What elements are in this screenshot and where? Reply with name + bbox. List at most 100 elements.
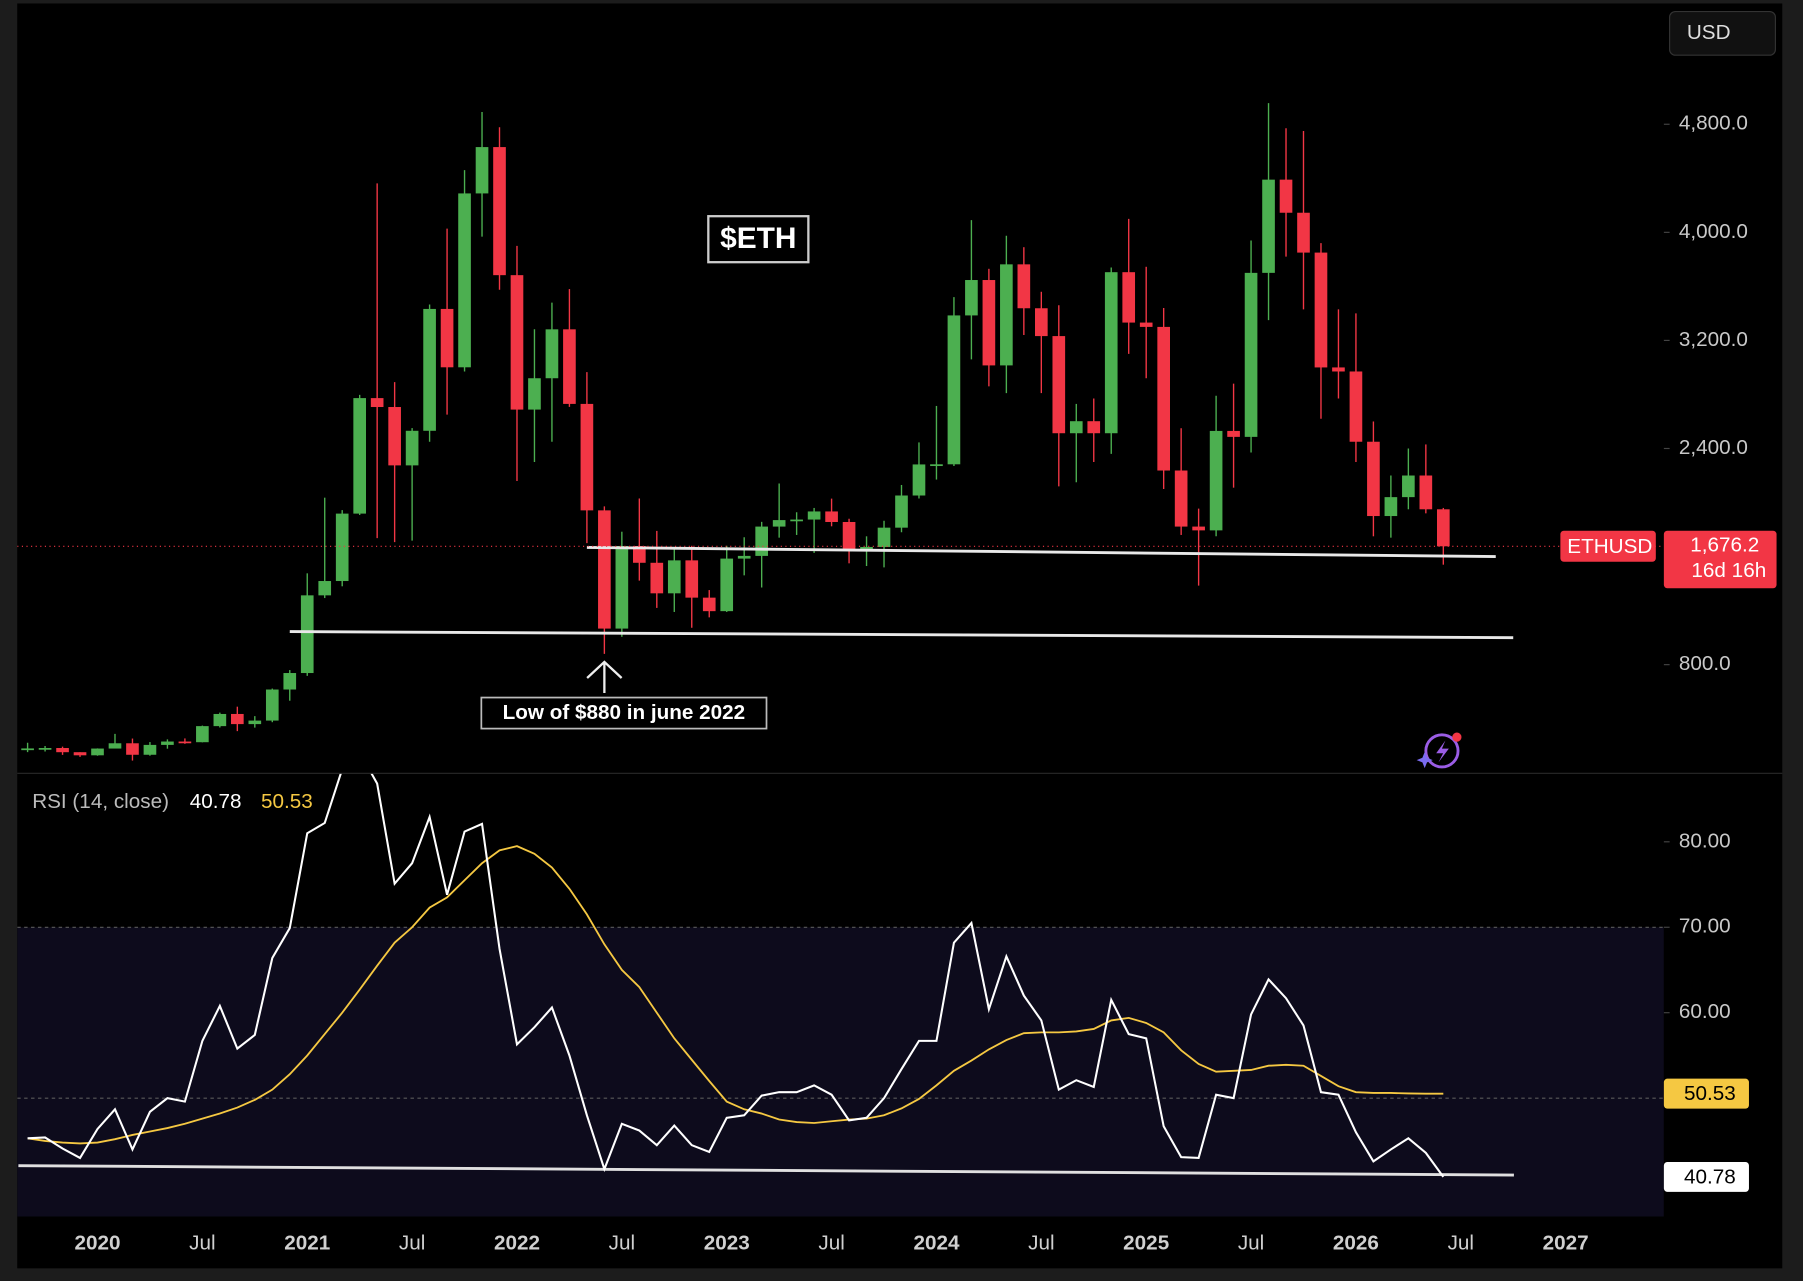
candle-body [772,520,786,527]
candle-body [965,280,978,316]
candle-body [1174,470,1188,527]
rsi-line [27,845,1444,1145]
value-label: 50.53 [1684,1082,1736,1105]
candle-body [1069,421,1083,434]
candle-body [73,752,87,756]
candle-body [563,329,576,404]
candle-body [598,510,611,629]
candle-body [1227,430,1240,437]
candle-body [1139,322,1153,327]
candle-body [178,741,192,744]
price-panel [17,103,1664,761]
candle-body [1209,430,1223,531]
x-tick-label: 2023 [704,1232,750,1255]
candle-body [493,147,506,276]
candle-body [1297,212,1310,253]
candle-body [1367,441,1380,517]
candle-body [475,147,489,194]
title-box [707,215,810,264]
candle-body [912,464,926,496]
last-price-box [1663,530,1777,589]
candle-body [126,743,139,755]
candle-body [685,560,699,598]
candle-body [860,546,873,551]
symbol: ETHUSD [1567,535,1652,558]
candle-body [300,595,314,674]
last-price: 1,676.2 [1690,534,1759,557]
candle-body [737,555,751,559]
candle-body [91,748,104,756]
candle-body [248,720,262,725]
candle-body [21,748,34,751]
candle-body [283,673,297,690]
currency[interactable]: USD [1687,21,1731,44]
candle-body [1052,336,1066,434]
candle-body [1122,272,1136,323]
x-tick-label: Jul [1238,1232,1264,1255]
candle-body [1384,497,1398,517]
x-tick-label: 2027 [1543,1232,1589,1255]
candle-body [720,558,734,612]
x-tick-label: 2026 [1333,1232,1379,1255]
candle-body [1279,179,1293,213]
rsi-title: RSI (14, close) [32,790,169,813]
x-tick-label: 2020 [74,1232,120,1255]
candle-body [1104,272,1118,434]
candle-body [108,743,122,749]
annotation-box [480,696,768,730]
candle-body [545,329,559,379]
candle-body [196,726,209,743]
candle-body [1017,264,1031,309]
candle-body [982,280,996,366]
candle-body [1192,526,1205,531]
assistant-icon [1416,732,1462,769]
countdown: 16d 16h [1691,559,1766,582]
candle-body [265,689,279,721]
value-box [1663,1161,1749,1192]
symbol-box [1560,530,1656,562]
candle-body [755,526,768,556]
value-label: 40.78 [1684,1166,1736,1189]
value-box [1663,1078,1749,1109]
candle-body [1402,475,1415,498]
legend-value: 50.53 [261,790,313,813]
candle-body [877,527,891,547]
y-tick-label: 80.00 [1679,829,1731,852]
candle-body [615,546,629,629]
candle-body [388,407,401,466]
candle-body [161,741,174,745]
candle-body [1314,252,1328,368]
candle-body [1244,272,1258,437]
x-tick-label: Jul [399,1232,425,1255]
x-tick-label: 2024 [913,1232,960,1255]
x-tick-label: Jul [1028,1232,1054,1255]
x-tick-label: Jul [818,1232,844,1255]
candle-body [335,513,349,582]
candle-body [633,546,646,563]
candle-body [1000,264,1013,366]
y-tick-label: 60.00 [1679,1000,1731,1023]
candle-body [947,315,961,465]
candle-body [56,748,69,753]
candle-body [38,748,52,750]
x-tick-label: 2025 [1123,1232,1169,1255]
currency-button[interactable] [1669,10,1776,56]
trendline [289,630,1514,640]
candle-body [842,521,856,551]
candle-body [930,464,943,467]
candle-body [440,308,454,368]
x-tick-label: 2022 [494,1232,540,1255]
y-tick-label: 70.00 [1679,915,1731,938]
candle-body [1349,371,1363,442]
candle-body [353,398,367,514]
candle-body [213,713,227,727]
candle-body [423,308,436,431]
trendline [18,1164,1514,1177]
candle-body [1035,308,1048,337]
axes: 800.0 2,400.0 3,200.0 4,000.0 4,800.0 ETHUSD 1… [74,112,1777,1255]
legend-value: 40.78 [190,790,242,813]
candle-body [702,597,716,612]
chart-title: $ETH [720,222,796,255]
candle-body [370,398,384,408]
candle-body [1157,326,1170,471]
